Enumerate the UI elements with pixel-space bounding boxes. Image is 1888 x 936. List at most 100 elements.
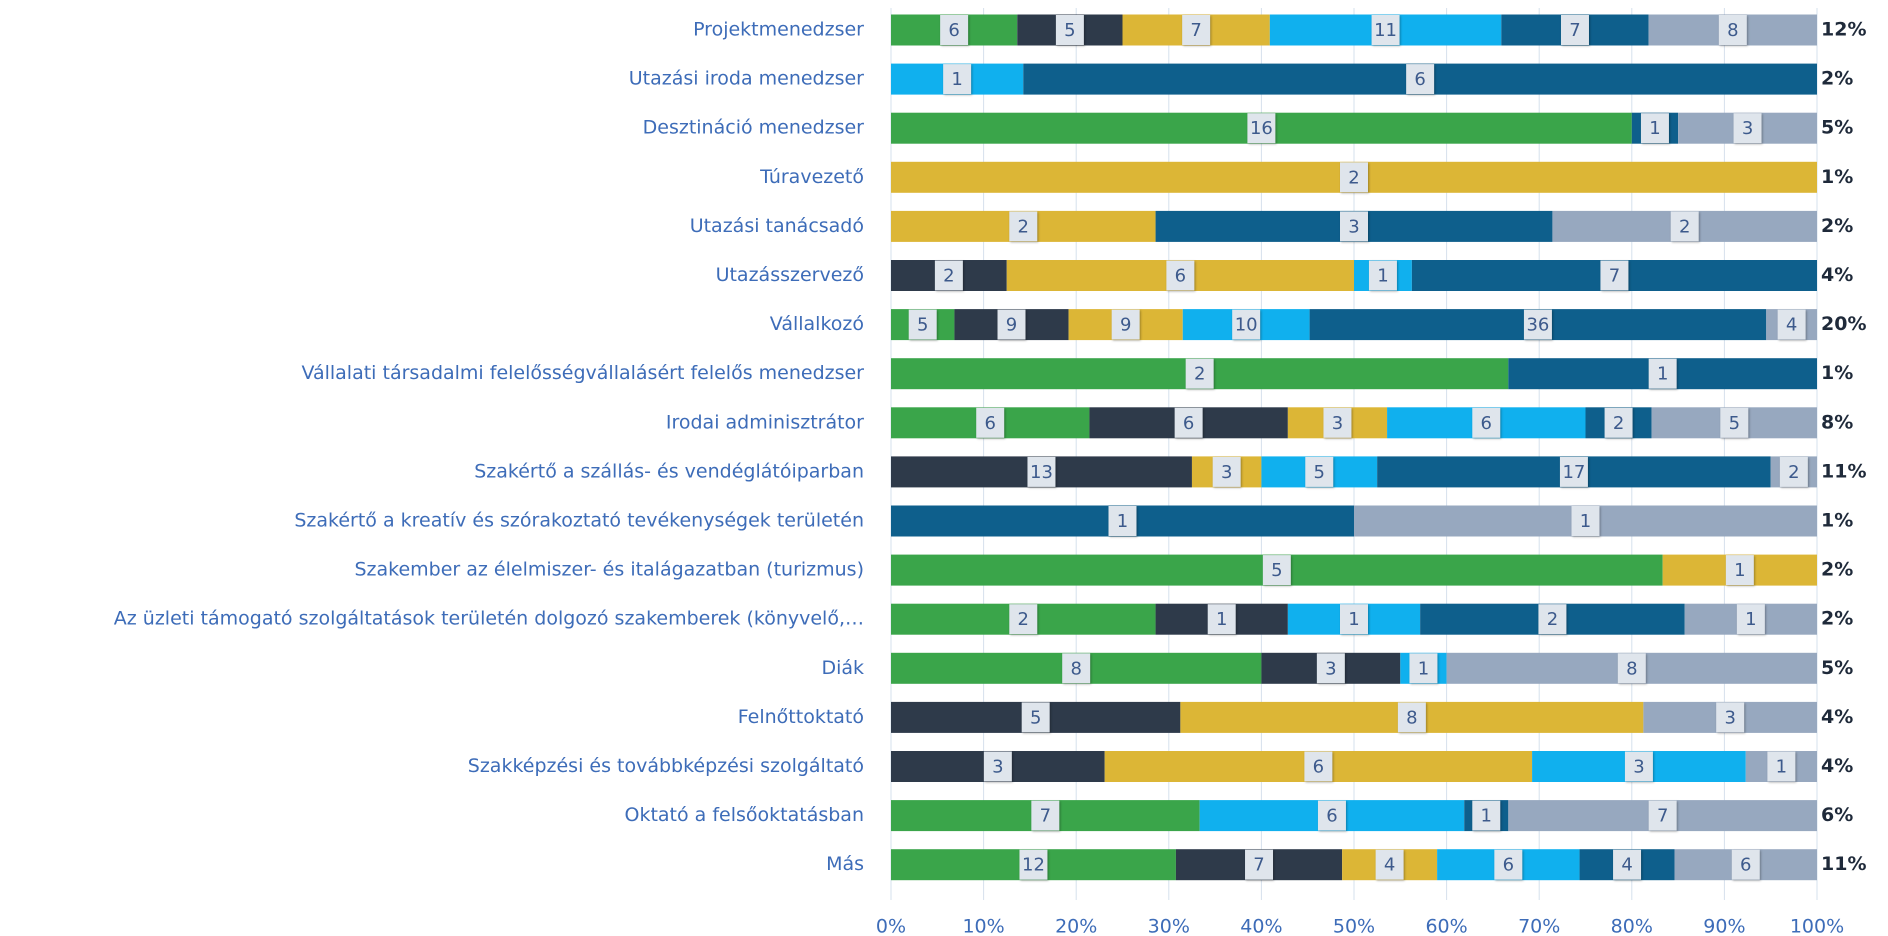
data-label: 5 xyxy=(1030,707,1041,728)
data-label: 8 xyxy=(1070,658,1081,679)
label-box xyxy=(1182,15,1211,45)
x-tick-label: 0% xyxy=(876,916,906,936)
label-box xyxy=(1494,849,1523,880)
data-label: 3 xyxy=(1633,757,1644,778)
data-label: 36 xyxy=(1526,315,1549,336)
data-label: 2 xyxy=(943,266,954,287)
data-label: 1 xyxy=(1649,118,1660,139)
data-label: 5 xyxy=(1729,413,1740,434)
label-box xyxy=(997,309,1026,340)
label-box xyxy=(1640,113,1669,144)
data-label: 10 xyxy=(1235,315,1258,336)
data-label: 1 xyxy=(1580,511,1591,532)
label-box xyxy=(1720,407,1749,438)
label-box xyxy=(1617,653,1646,684)
share-label: 4% xyxy=(1821,706,1853,728)
label-box xyxy=(1560,15,1589,45)
data-label: 8 xyxy=(1406,707,1417,728)
data-label: 7 xyxy=(1609,266,1620,287)
label-box xyxy=(1736,604,1765,635)
label-box xyxy=(1316,653,1345,684)
x-tick-label: 30% xyxy=(1148,916,1190,936)
data-label: 6 xyxy=(1503,855,1514,876)
label-box xyxy=(1733,113,1762,144)
data-label: 3 xyxy=(1742,118,1753,139)
share-label: 6% xyxy=(1821,804,1853,826)
data-label: 3 xyxy=(1332,413,1343,434)
data-label: 6 xyxy=(984,413,995,434)
data-label: 2 xyxy=(1788,462,1799,483)
label-box xyxy=(934,260,963,291)
data-label: 12 xyxy=(1022,855,1045,876)
label-box xyxy=(1262,555,1291,586)
data-label: 1 xyxy=(1657,364,1668,385)
y-tick-label: Az üzleti támogató szolgáltatások terüle… xyxy=(114,608,864,630)
data-label: 7 xyxy=(1040,806,1051,827)
label-box xyxy=(1777,309,1806,340)
data-label: 1 xyxy=(1418,658,1429,679)
label-box xyxy=(1027,456,1056,487)
x-tick-label: 70% xyxy=(1518,916,1560,936)
data-label: 1 xyxy=(1377,266,1388,287)
label-box xyxy=(908,309,937,340)
data-label: 2 xyxy=(1547,609,1558,630)
label-box xyxy=(1538,604,1567,635)
data-label: 4 xyxy=(1786,315,1797,336)
data-label: 6 xyxy=(1740,855,1751,876)
data-label: 1 xyxy=(1117,511,1128,532)
data-label: 9 xyxy=(1006,315,1017,336)
data-label: 1 xyxy=(1734,560,1745,581)
label-box xyxy=(976,407,1005,438)
label-box xyxy=(940,15,969,45)
data-label: 6 xyxy=(1326,806,1337,827)
label-box xyxy=(1207,604,1236,635)
y-tick-label: Szakértő a kreatív és szórakoztató tevék… xyxy=(294,510,864,532)
label-box xyxy=(1111,309,1140,340)
label-box xyxy=(1604,407,1633,438)
label-box xyxy=(1305,456,1334,487)
y-tick-label: Oktató a felsőoktatásban xyxy=(625,804,865,826)
data-label: 6 xyxy=(1313,757,1324,778)
y-tick-label: Desztináció menedzser xyxy=(643,117,865,139)
data-label: 1 xyxy=(951,69,962,90)
label-box xyxy=(1019,849,1048,880)
label-box xyxy=(1174,407,1203,438)
label-box xyxy=(1304,751,1333,782)
data-label: 6 xyxy=(1414,69,1425,90)
share-label: 5% xyxy=(1821,117,1853,139)
y-tick-label: Szakember az élelmiszer- és italágazatba… xyxy=(354,559,864,581)
label-box xyxy=(1571,506,1600,536)
y-tick-label: Utazási iroda menedzser xyxy=(629,68,864,90)
data-label: 2 xyxy=(1613,413,1624,434)
data-label: 16 xyxy=(1250,118,1273,139)
share-label: 2% xyxy=(1821,559,1853,581)
label-box xyxy=(1340,162,1368,193)
y-tick-label: Projektmenedzser xyxy=(693,19,864,41)
data-label: 1 xyxy=(1776,757,1787,778)
label-box xyxy=(1021,702,1050,733)
label-box xyxy=(1600,260,1629,291)
data-label: 3 xyxy=(1221,462,1232,483)
label-box xyxy=(1472,800,1501,831)
label-box xyxy=(1725,555,1754,586)
label-box xyxy=(1055,15,1084,45)
data-label: 2 xyxy=(1194,364,1205,385)
x-tick-label: 50% xyxy=(1333,916,1375,936)
data-label: 3 xyxy=(1348,216,1359,237)
data-label: 3 xyxy=(992,757,1003,778)
data-label: 6 xyxy=(1175,266,1186,287)
data-label: 6 xyxy=(1183,413,1194,434)
x-tick-label: 90% xyxy=(1703,916,1745,936)
label-box xyxy=(1779,456,1808,487)
data-label: 1 xyxy=(1348,609,1359,630)
x-tick-label: 60% xyxy=(1425,916,1467,936)
label-box xyxy=(1247,113,1276,144)
label-box xyxy=(1624,751,1653,782)
label-box xyxy=(1718,15,1747,45)
label-box xyxy=(1245,849,1274,880)
data-label: 2 xyxy=(1679,216,1690,237)
data-label: 13 xyxy=(1030,462,1053,483)
y-tick-label: Szakképzési és továbbképzési szolgáltató xyxy=(468,755,864,777)
share-label: 11% xyxy=(1821,460,1866,482)
